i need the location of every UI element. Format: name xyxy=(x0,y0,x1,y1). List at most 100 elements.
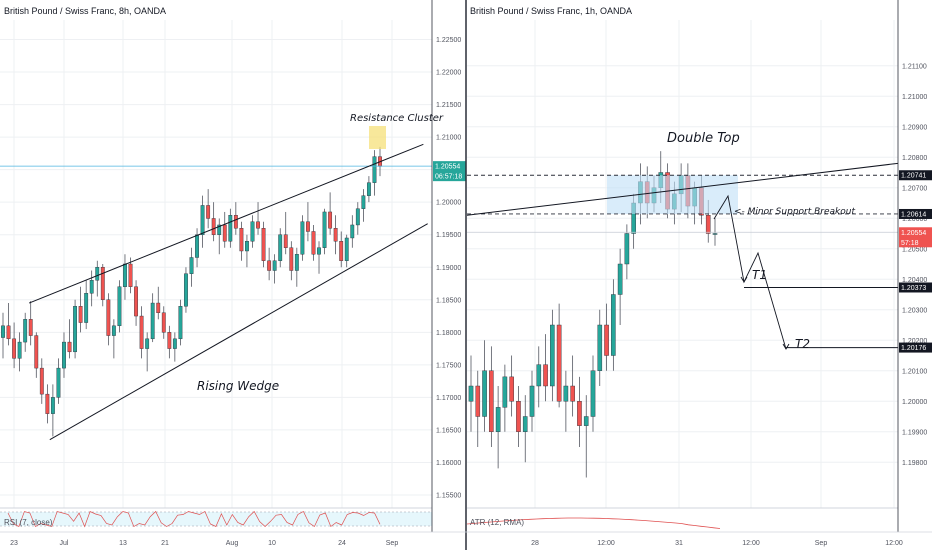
right-candle[interactable] xyxy=(597,324,603,371)
left-candle[interactable] xyxy=(39,367,44,395)
left-candle[interactable] xyxy=(250,221,255,242)
right-candle[interactable] xyxy=(563,385,569,402)
left-candle[interactable] xyxy=(200,205,205,235)
left-candle[interactable] xyxy=(1,325,5,338)
left-candle[interactable] xyxy=(100,267,105,300)
left-candle[interactable] xyxy=(217,224,222,235)
left-candle[interactable] xyxy=(294,254,299,271)
wedge-upper-line[interactable] xyxy=(28,143,424,304)
right-candle[interactable] xyxy=(468,385,474,402)
left-candle[interactable] xyxy=(156,302,161,314)
left-candle[interactable] xyxy=(17,341,22,359)
right-candle[interactable] xyxy=(502,376,508,408)
right-candle[interactable] xyxy=(570,385,575,402)
left-candle[interactable] xyxy=(161,312,166,333)
right-chart-pane[interactable]: 1.21100 1.21000 1.20900 1.20800 1.20700 1.206… xyxy=(466,0,932,550)
right-candle[interactable] xyxy=(590,370,596,417)
left-candle[interactable] xyxy=(333,228,338,242)
left-candle[interactable] xyxy=(306,221,310,232)
right-candle[interactable] xyxy=(489,370,494,432)
right-candle[interactable] xyxy=(509,376,514,402)
left-candle[interactable] xyxy=(67,341,72,353)
left-candle[interactable] xyxy=(111,325,116,336)
left-candle[interactable] xyxy=(28,319,33,336)
left-candle[interactable] xyxy=(222,224,227,242)
left-candle[interactable] xyxy=(272,260,277,271)
left-candle[interactable] xyxy=(178,306,183,340)
left-candle[interactable] xyxy=(278,234,283,261)
left-candle[interactable] xyxy=(328,211,333,229)
left-candle[interactable] xyxy=(339,241,344,261)
left-candle[interactable] xyxy=(95,267,100,281)
left-candle[interactable] xyxy=(172,338,177,349)
left-candle[interactable] xyxy=(184,273,188,307)
left-candle[interactable] xyxy=(256,221,260,229)
left-candle[interactable] xyxy=(233,214,238,229)
left-candle[interactable] xyxy=(84,293,89,323)
left-candle[interactable] xyxy=(6,325,11,340)
left-candle[interactable] xyxy=(139,315,144,349)
left-candle[interactable] xyxy=(239,228,244,252)
left-candle[interactable] xyxy=(322,211,327,248)
right-candle[interactable] xyxy=(536,364,542,387)
right-candle[interactable] xyxy=(495,407,501,432)
left-candle[interactable] xyxy=(300,221,305,255)
left-candle[interactable] xyxy=(289,247,294,271)
left-candle[interactable] xyxy=(12,338,17,359)
left-candle[interactable] xyxy=(150,302,155,340)
right-candle[interactable] xyxy=(556,324,562,402)
left-candle[interactable] xyxy=(206,205,211,219)
wedge-lower-line[interactable] xyxy=(49,223,428,441)
right-candle[interactable] xyxy=(543,364,548,387)
rising-trendline[interactable] xyxy=(466,162,899,216)
left-candle[interactable] xyxy=(106,299,111,336)
right-candle[interactable] xyxy=(516,401,521,432)
right-candle[interactable] xyxy=(482,370,487,417)
left-candle[interactable] xyxy=(62,341,66,369)
left-candle[interactable] xyxy=(73,306,77,353)
left-candle[interactable] xyxy=(355,208,360,226)
left-candle[interactable] xyxy=(123,263,127,287)
left-candle[interactable] xyxy=(228,214,233,242)
right-candle[interactable] xyxy=(577,401,582,426)
right-candle[interactable] xyxy=(712,233,718,235)
left-candle[interactable] xyxy=(195,234,199,258)
right-candle[interactable] xyxy=(617,263,623,295)
left-chart-pane[interactable]: 1.225001.220001.215001.210001.205001.200… xyxy=(0,0,466,550)
right-candle[interactable] xyxy=(475,385,481,417)
left-candle[interactable] xyxy=(117,286,122,327)
left-candle[interactable] xyxy=(167,332,172,349)
left-candle[interactable] xyxy=(78,306,83,323)
right-candle[interactable] xyxy=(522,416,528,432)
left-candle[interactable] xyxy=(56,367,61,398)
left-candle[interactable] xyxy=(89,280,94,294)
left-candle[interactable] xyxy=(45,393,50,414)
left-candle[interactable] xyxy=(344,237,349,261)
left-candle[interactable] xyxy=(23,319,28,343)
left-candle[interactable] xyxy=(267,260,272,271)
left-candle[interactable] xyxy=(311,231,316,255)
resistance-cluster-box[interactable] xyxy=(369,126,386,149)
double-top-zone[interactable] xyxy=(607,175,738,214)
right-candle[interactable] xyxy=(705,214,711,234)
left-candle[interactable] xyxy=(145,338,150,349)
right-candle[interactable] xyxy=(604,324,609,356)
right-candle[interactable] xyxy=(583,416,589,426)
right-candle[interactable] xyxy=(550,324,555,387)
left-candle[interactable] xyxy=(189,257,194,274)
left-candle[interactable] xyxy=(361,195,366,209)
left-candle[interactable] xyxy=(372,156,377,183)
left-candle[interactable] xyxy=(50,397,55,414)
left-candle[interactable] xyxy=(283,234,288,248)
left-candle[interactable] xyxy=(128,263,133,287)
left-candle[interactable] xyxy=(261,228,266,261)
right-candle[interactable] xyxy=(624,233,630,265)
left-candle[interactable] xyxy=(317,247,321,255)
left-candle[interactable] xyxy=(211,218,216,235)
left-candle[interactable] xyxy=(34,335,39,369)
left-candle[interactable] xyxy=(366,182,371,196)
right-candle[interactable] xyxy=(611,294,616,356)
left-candle[interactable] xyxy=(350,224,355,239)
left-candle[interactable] xyxy=(245,241,249,252)
left-candle[interactable] xyxy=(134,286,138,317)
